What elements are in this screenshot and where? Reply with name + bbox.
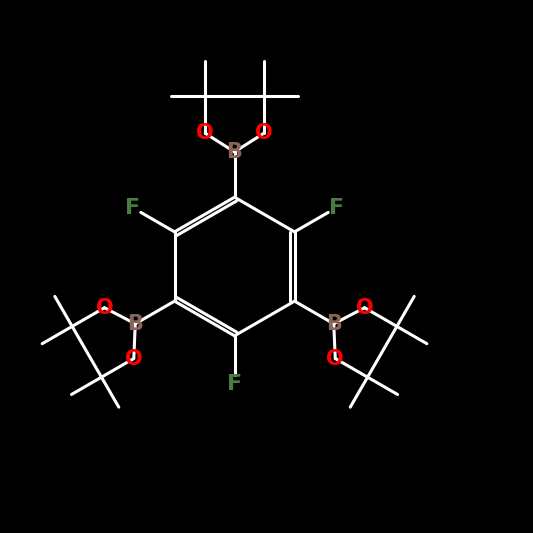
Text: O: O <box>356 298 374 318</box>
Text: F: F <box>227 374 242 394</box>
Text: O: O <box>326 349 344 368</box>
Text: F: F <box>125 198 141 218</box>
Text: B: B <box>227 142 243 162</box>
Text: B: B <box>127 314 143 334</box>
Text: O: O <box>255 123 273 143</box>
Text: F: F <box>328 198 344 218</box>
Text: B: B <box>326 314 342 334</box>
Text: O: O <box>196 123 214 143</box>
Text: O: O <box>125 349 143 368</box>
Text: O: O <box>95 298 114 318</box>
